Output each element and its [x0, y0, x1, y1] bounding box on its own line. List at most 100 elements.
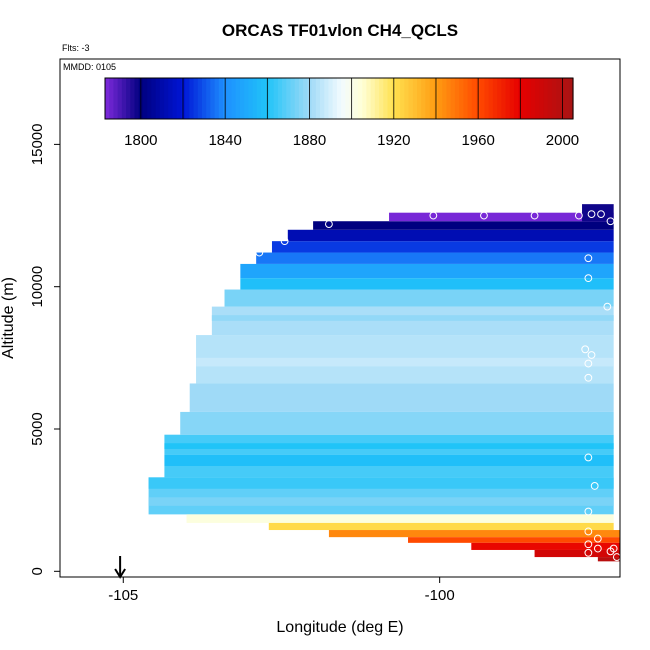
colorbar-swatch	[214, 78, 220, 119]
colorbar-swatch	[185, 78, 190, 119]
flight-point	[280, 237, 289, 246]
colorbar-swatch	[450, 78, 456, 119]
colorbar-swatch	[151, 78, 157, 119]
colorbar-swatch	[446, 78, 452, 119]
colorbar-swatch	[164, 78, 169, 119]
heatmap-cell	[256, 252, 614, 264]
heatmap-cell	[534, 549, 620, 558]
colorbar-swatch	[193, 78, 199, 119]
colorbar-swatch	[429, 78, 435, 119]
flights-label: Flts: -3	[62, 43, 90, 53]
x-tick-label: -100	[425, 587, 455, 604]
heatmap-cell	[189, 383, 614, 412]
flight-point	[612, 553, 620, 561]
y-axis-label: Altitude (m)	[0, 277, 17, 359]
colorbar-swatch	[248, 78, 254, 119]
arrow-head	[114, 568, 126, 579]
heatmap-cell	[389, 212, 614, 222]
colorbar-swatch	[387, 78, 393, 119]
heatmap-cell	[287, 229, 614, 242]
colorbar-tick-label: 1840	[208, 132, 241, 149]
colorbar-swatch	[332, 78, 338, 119]
colorbar-swatch	[535, 78, 540, 119]
colorbar-swatch	[463, 78, 469, 119]
heatmap-cells	[148, 204, 620, 562]
colorbar-swatch	[290, 78, 296, 119]
colorbar-swatch	[244, 78, 249, 119]
colorbar-swatch	[134, 78, 140, 119]
heatmap-cell	[240, 278, 614, 290]
colorbar-swatch	[147, 78, 152, 119]
colorbar-swatch	[206, 78, 212, 119]
heatmap-cell	[196, 357, 614, 367]
heatmap-cell	[224, 289, 614, 307]
flight-point	[122, 479, 131, 487]
colorbar-swatch	[421, 78, 427, 119]
colorbar-swatch	[159, 78, 165, 119]
y-axis: 0 5000 10000 15000	[29, 124, 60, 575]
flight-point	[584, 373, 593, 382]
colorbar-tick-label: 1960	[461, 132, 494, 149]
colorbar-swatch	[328, 78, 334, 119]
colorbar-tick-label: 2000	[546, 132, 579, 149]
colorbar-swatch	[311, 78, 317, 119]
colorbar-swatch	[530, 78, 536, 119]
colorbar-swatch	[105, 78, 110, 119]
colorbar-swatch	[417, 78, 422, 119]
flight-point	[584, 540, 593, 549]
colorbar-swatch	[383, 78, 389, 119]
y-tick-label: 5000	[29, 412, 46, 445]
colorbar-swatch	[362, 78, 368, 119]
flight-point	[584, 527, 593, 536]
flight-point	[584, 507, 593, 516]
y-tick-label: 0	[29, 567, 46, 575]
colorbar-swatch	[564, 78, 570, 119]
colorbar-swatch	[286, 78, 292, 119]
flight-point	[480, 211, 488, 220]
flight-point	[597, 210, 605, 219]
plot-area	[113, 204, 620, 562]
heatmap-cell	[313, 221, 614, 230]
x-tick-label: -105	[108, 587, 138, 604]
heatmap-cell	[597, 557, 620, 562]
colorbar-frame	[104, 77, 574, 120]
flight-point	[584, 453, 593, 462]
x-axis-label: Longitude (deg E)	[276, 619, 403, 636]
heatmap-cell	[164, 443, 614, 449]
flight-point	[182, 339, 191, 348]
heatmap-cell	[271, 241, 614, 253]
colorbar-swatch	[336, 78, 342, 119]
flight-point	[606, 217, 615, 226]
colorbar-swatch	[303, 78, 308, 119]
colorbar-swatch	[513, 78, 519, 119]
flight-point	[147, 419, 156, 428]
colorbar-swatch	[277, 78, 283, 119]
colorbar-swatch	[404, 78, 410, 119]
heatmap-cell	[164, 454, 614, 466]
colorbar-swatch	[526, 78, 532, 119]
colorbar-swatch	[261, 78, 266, 119]
flight-point	[574, 211, 583, 220]
colorbar-swatch	[172, 78, 178, 119]
flight-point	[584, 548, 593, 557]
data-points	[113, 210, 620, 561]
colorbar-swatch	[320, 78, 325, 119]
colorbar-swatch	[492, 78, 498, 119]
flight-point	[593, 534, 602, 543]
colorbar-swatch	[155, 78, 161, 119]
colorbar-swatch	[568, 78, 574, 119]
colorbar-swatch	[298, 78, 304, 119]
flight-point	[223, 268, 232, 277]
heatmap-cell	[148, 497, 614, 506]
colorbar-swatch	[142, 78, 148, 119]
colorbar-swatch	[484, 78, 490, 119]
colorbar-swatch	[374, 78, 380, 119]
flight-point	[116, 501, 125, 510]
flight-point	[325, 220, 333, 228]
colorbar-swatch	[543, 78, 549, 119]
colorbar-swatch	[509, 78, 515, 119]
plot-frame	[59, 58, 621, 578]
flight-point	[581, 345, 590, 354]
colorbar-swatch	[218, 78, 224, 119]
